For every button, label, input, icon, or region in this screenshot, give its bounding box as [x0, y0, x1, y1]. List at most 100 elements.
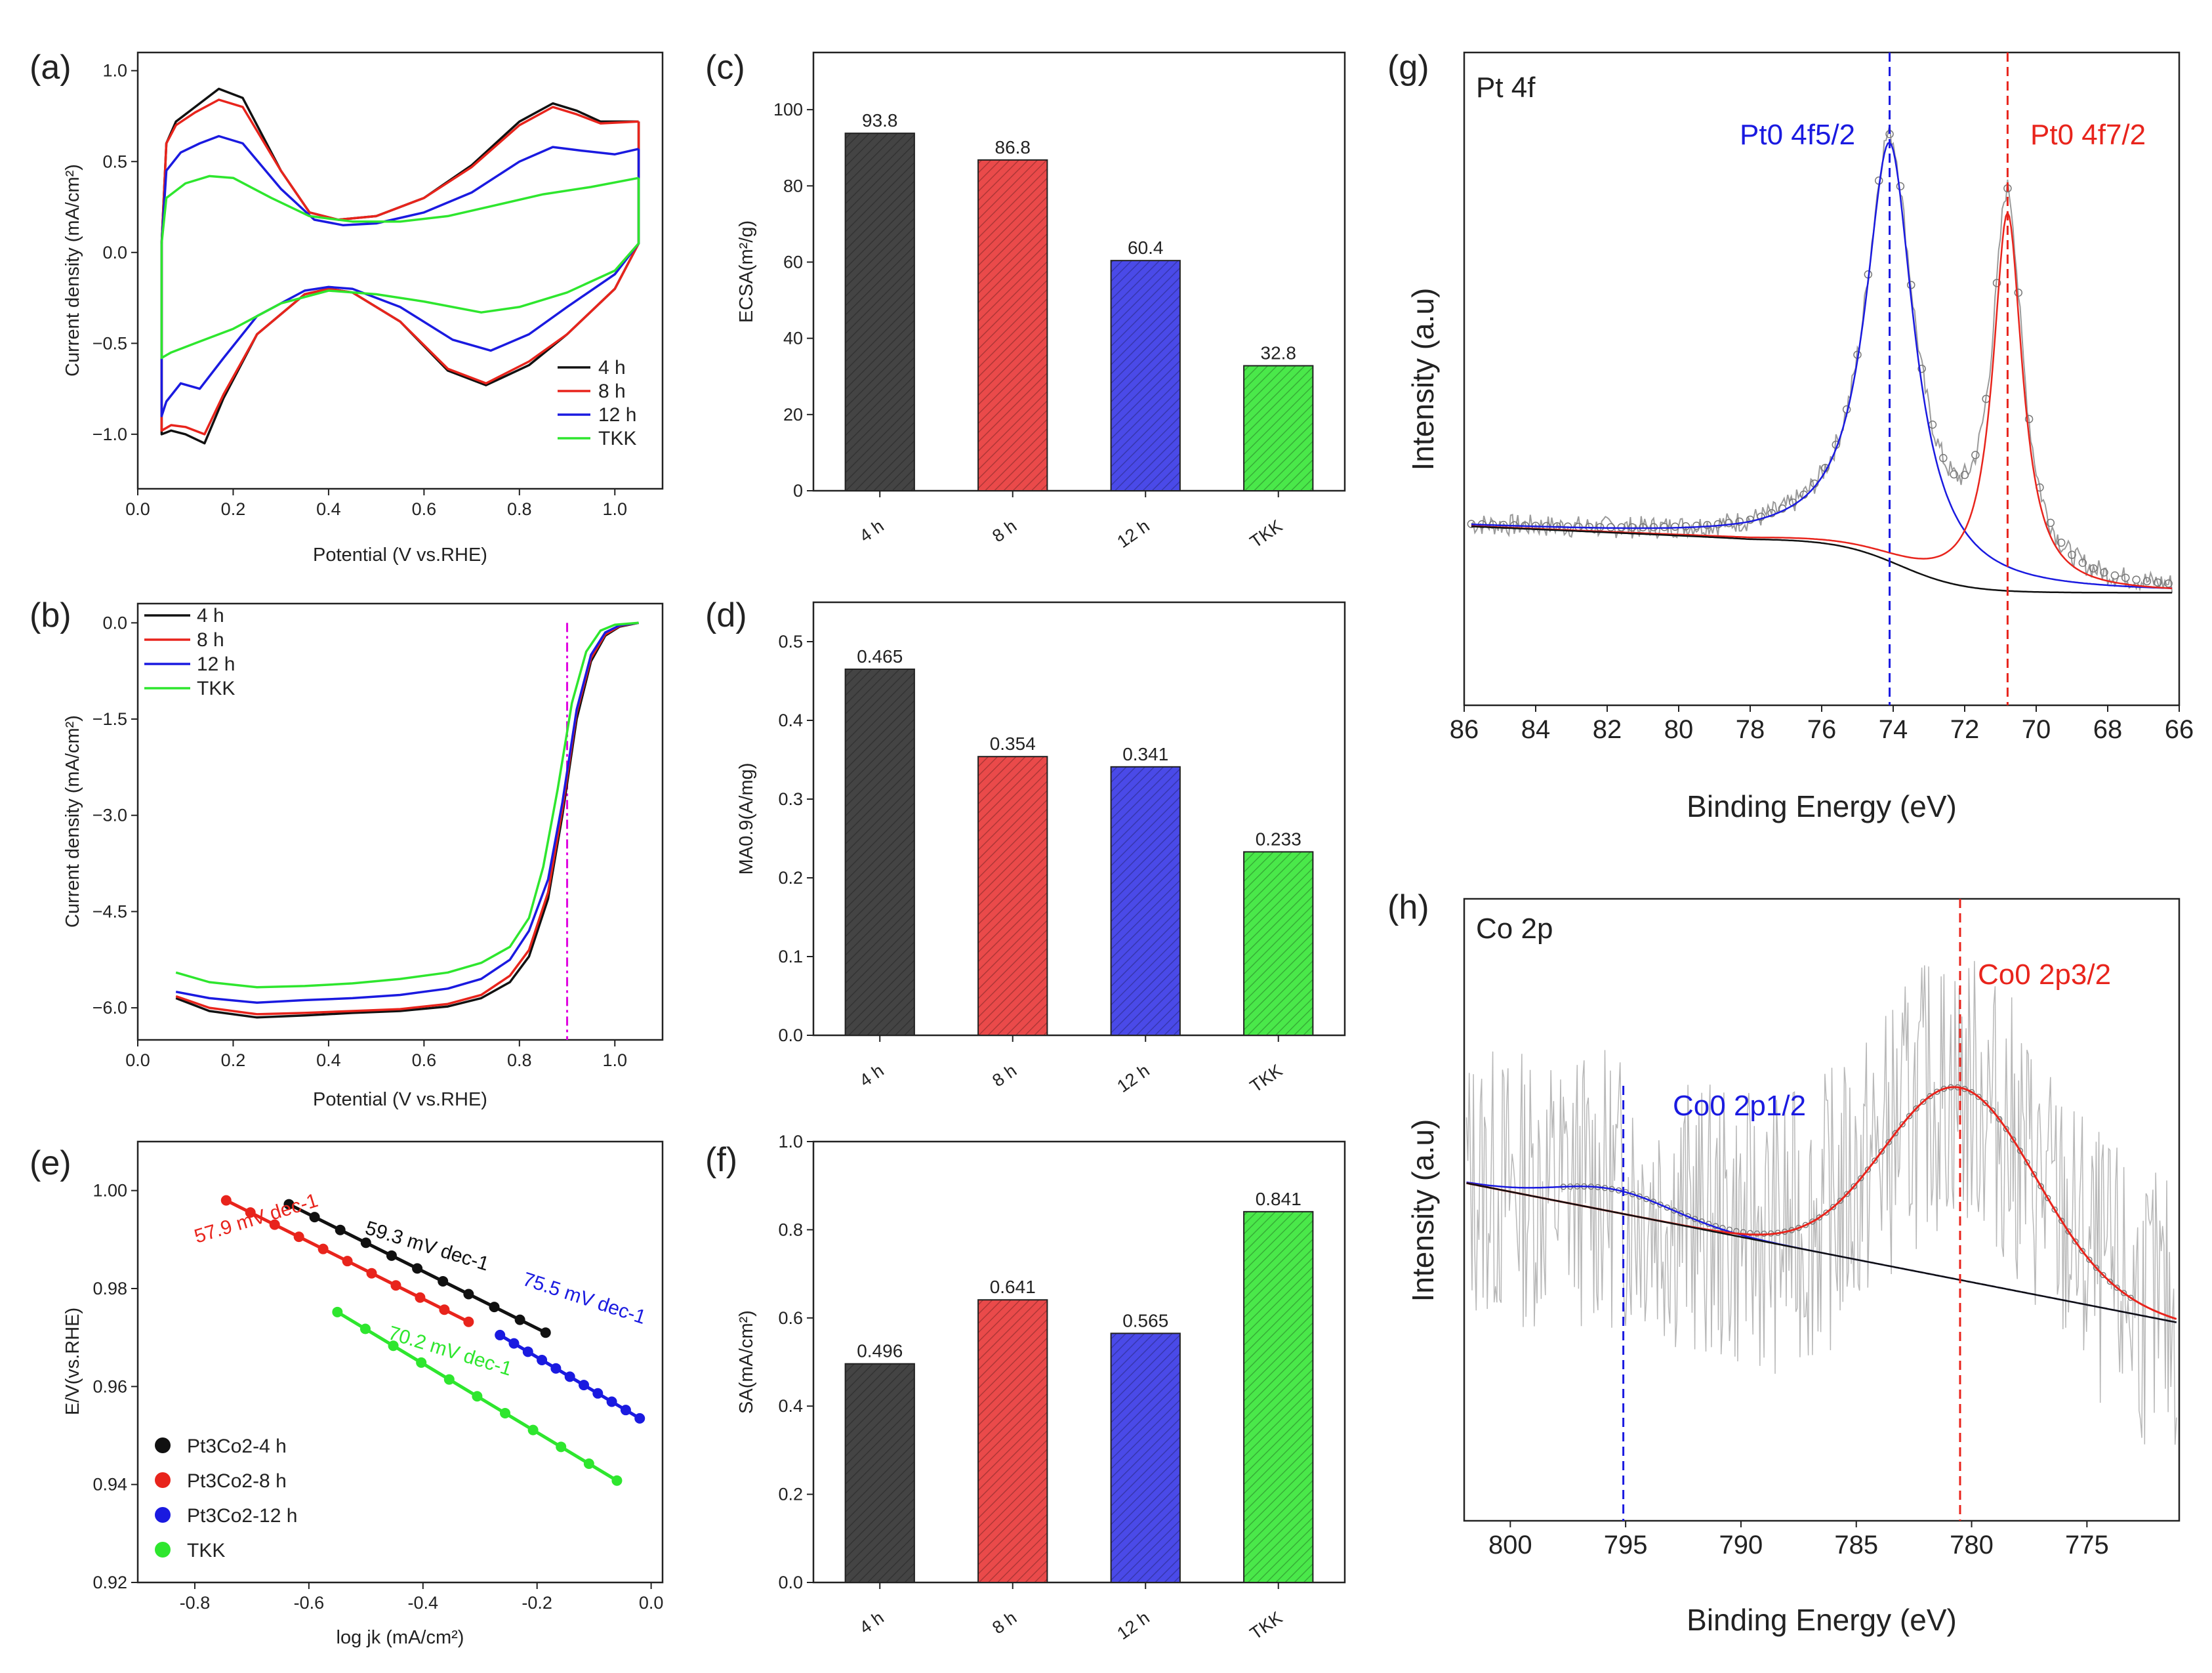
tafel-point [412, 1263, 423, 1274]
tafel-point [390, 1280, 401, 1291]
background-line [1471, 526, 2173, 594]
fit-envelope-point [1677, 1210, 1685, 1217]
x-tick-label: 0.0 [639, 1593, 664, 1613]
panel-label: (h) [1387, 888, 1429, 926]
plot-frame-b [136, 602, 664, 1041]
component-peak-red [1471, 211, 2173, 589]
fit-envelope-point [2038, 1183, 2044, 1189]
fit-envelope-point [1864, 1167, 1872, 1173]
bar-value-label: 86.8 [995, 137, 1031, 157]
panel-label: (g) [1387, 49, 1429, 87]
x-tick-label: 72 [1950, 715, 1980, 744]
fit-envelope-point [1830, 1204, 1837, 1210]
x-category-label: 4 h [856, 1060, 888, 1090]
tafel-point [309, 1212, 320, 1223]
x-tick-label: 775 [2065, 1531, 2109, 1559]
legend-marker [155, 1507, 171, 1523]
y-tick-label: 0.98 [92, 1279, 127, 1298]
legend-label: Pt3Co2-4 h [187, 1435, 287, 1457]
y-tick-label: 0.3 [778, 789, 803, 809]
fit-envelope-point [1757, 512, 1765, 521]
x-category-label: TKK [1246, 1607, 1286, 1643]
x-category-label: 8 h [989, 1060, 1020, 1090]
x-tick-label: -0.8 [180, 1593, 211, 1613]
peak-annotation: Co0 2p1/2 [1673, 1090, 1806, 1122]
y-tick-label: 0.5 [102, 152, 127, 171]
tafel-point [463, 1289, 474, 1300]
fit-envelope-point [1907, 281, 1915, 289]
x-tick-label: 82 [1593, 715, 1622, 744]
y-tick-label: 0.0 [102, 243, 127, 262]
y-axis-title: E/V(vs.RHE) [62, 1308, 83, 1415]
y-axis-title: MA0.9(A/mg) [736, 763, 757, 875]
bar-value-label: 0.354 [990, 733, 1036, 754]
legend-label: 8 h [197, 629, 224, 651]
y-tick-label: 60 [783, 252, 803, 272]
fit-envelope-point [2089, 564, 2098, 573]
x-tick-label: 0.0 [125, 1050, 150, 1070]
y-tick-label: 0.5 [778, 632, 803, 651]
y-axis-title: Current density (mA/cm²) [62, 715, 83, 928]
fit-envelope-point [1650, 1199, 1657, 1205]
bar-0 [844, 1363, 915, 1583]
y-tick-label: 0.4 [778, 711, 803, 730]
slope-annotation: 59.3 mV dec-1 [363, 1217, 491, 1275]
panel-title: Co 2p [1476, 913, 1553, 945]
x-tick-label: 66 [2165, 715, 2194, 744]
x-tick-label: 78 [1736, 715, 1765, 744]
fit-envelope-point [1971, 451, 1980, 459]
tafel-point [514, 1314, 525, 1325]
legend-label: 12 h [598, 404, 636, 426]
y-tick-label: −1.0 [92, 424, 127, 444]
fit-envelope-point [2010, 1136, 2017, 1143]
panel-label: (e) [30, 1144, 72, 1182]
fit-envelope-point [2100, 568, 2108, 577]
bar-value-label: 0.465 [857, 646, 903, 667]
fit-envelope-point [2142, 577, 2152, 586]
tafel-point [540, 1327, 551, 1338]
tafel-point [415, 1292, 426, 1303]
raw-spectrum [1465, 960, 2177, 1445]
component-peak-blue [1471, 141, 2173, 589]
plot-frame-a [136, 51, 664, 490]
fit-envelope-point [1628, 523, 1637, 531]
fit-envelope-point [2110, 571, 2120, 580]
fit-envelope-point [1660, 522, 1669, 531]
bar-2 [1110, 260, 1181, 491]
cv-curve-cathodic-0 [160, 121, 640, 445]
tafel-point [537, 1355, 548, 1366]
tafel-point [245, 1207, 256, 1218]
x-tick-label: 1.0 [602, 1050, 627, 1070]
tafel-point [522, 1346, 533, 1357]
fit-envelope-point [1657, 1201, 1664, 1208]
fit-envelope-point [1753, 1230, 1761, 1237]
fit-envelope-point [2120, 1290, 2127, 1296]
y-axis-title: Intensity (a.u) [1406, 1119, 1440, 1302]
x-tick-label: 800 [1488, 1531, 1532, 1559]
legend-marker [155, 1542, 171, 1558]
legend-label: 4 h [197, 605, 224, 627]
plot-frame-d [812, 601, 1346, 1037]
x-tick-label: 1.0 [602, 499, 627, 519]
fit-envelope-point [2164, 579, 2173, 588]
fit-envelope-point [1950, 470, 1958, 479]
y-tick-label: −3.0 [92, 806, 127, 825]
panel-label: (c) [705, 49, 745, 87]
fit-envelope-point [2024, 415, 2034, 423]
y-tick-label: 1.0 [102, 61, 127, 81]
y-tick-label: 0.1 [778, 947, 803, 966]
bar-value-label: 0.841 [1256, 1189, 1301, 1209]
fit-envelope-point [1906, 1113, 1913, 1119]
bar-2 [1110, 766, 1181, 1037]
x-category-label: 8 h [989, 516, 1020, 546]
legend-label: TKK [197, 678, 235, 699]
x-axis-title: Binding Energy (eV) [1687, 1603, 1957, 1637]
fit-envelope-point [1823, 1209, 1830, 1216]
x-tick-label: -0.4 [408, 1593, 439, 1613]
bar-0 [844, 669, 915, 1036]
bar-value-label: 60.4 [1128, 238, 1164, 258]
fit-envelope-point [2058, 1218, 2065, 1224]
tafel-point [500, 1407, 510, 1418]
fit-envelope-point [1878, 1148, 1885, 1155]
fit-envelope-point [1968, 1088, 1975, 1096]
